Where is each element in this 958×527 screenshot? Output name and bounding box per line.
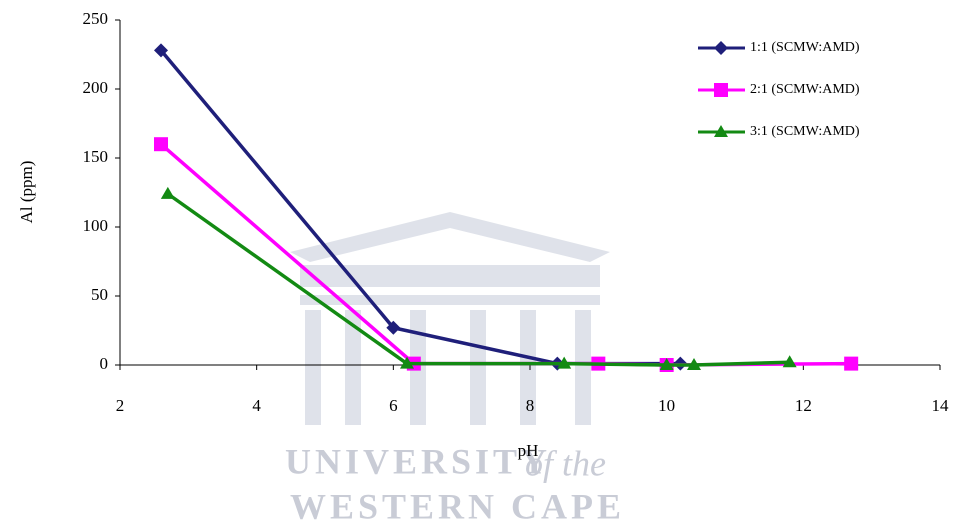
data-point bbox=[400, 356, 414, 369]
y-axis-label: Al (ppm) bbox=[17, 161, 36, 224]
x-tick-label: 2 bbox=[116, 396, 125, 415]
x-tick-label: 8 bbox=[526, 396, 535, 415]
x-tick-label: 12 bbox=[795, 396, 812, 415]
series-line bbox=[159, 142, 852, 367]
data-point bbox=[160, 186, 175, 199]
y-tick-label: 0 bbox=[100, 354, 109, 373]
watermark-text: UNIVERSITY bbox=[285, 441, 551, 481]
legend-label: 1:1 (SCMW:AMD) bbox=[750, 40, 860, 55]
data-point bbox=[782, 355, 797, 368]
y-tick-label: 250 bbox=[83, 9, 109, 28]
watermark-text: of the bbox=[525, 443, 606, 483]
y-tick-label: 100 bbox=[83, 216, 109, 235]
legend-marker bbox=[714, 41, 728, 55]
legend-marker bbox=[714, 125, 728, 137]
series-line bbox=[166, 192, 790, 367]
legend-label: 3:1 (SCMW:AMD) bbox=[750, 124, 860, 139]
watermark-logo bbox=[290, 212, 610, 425]
x-tick-label: 6 bbox=[389, 396, 398, 415]
data-point bbox=[844, 356, 859, 371]
data-point bbox=[154, 137, 168, 152]
x-tick-label: 10 bbox=[658, 396, 675, 415]
y-tick-label: 50 bbox=[91, 285, 108, 304]
data-point bbox=[557, 356, 572, 369]
y-tick-label: 200 bbox=[83, 78, 109, 97]
x-axis-label: pH bbox=[518, 441, 539, 460]
data-point bbox=[659, 358, 674, 370]
x-tick-label: 4 bbox=[252, 396, 261, 415]
y-tick-label: 150 bbox=[83, 147, 109, 166]
legend-label: 2:1 (SCMW:AMD) bbox=[750, 82, 860, 97]
data-point bbox=[386, 320, 401, 335]
legend-marker bbox=[714, 83, 728, 97]
data-point bbox=[687, 358, 701, 370]
watermark-text: WESTERN CAPE bbox=[290, 486, 625, 526]
x-tick-label: 14 bbox=[932, 396, 950, 415]
data-point bbox=[154, 43, 168, 58]
